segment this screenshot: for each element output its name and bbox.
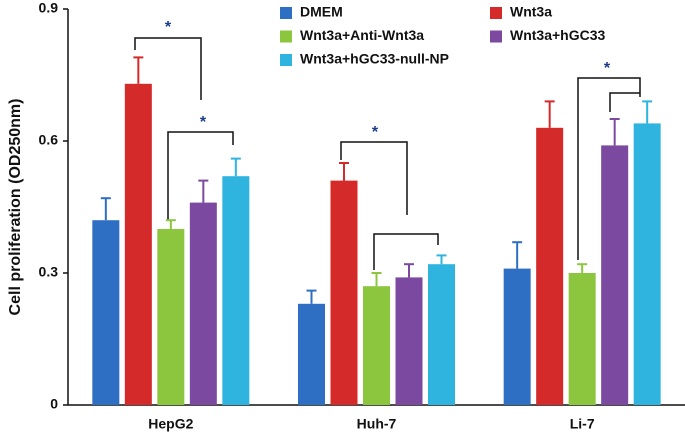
significance-star: *	[200, 114, 207, 131]
error-bar	[512, 241, 523, 269]
legend-label: Wnt3a+hGC33	[510, 27, 606, 43]
error-bar	[100, 197, 111, 221]
error-bar	[642, 100, 653, 124]
x-tick-label: Huh-7	[357, 416, 397, 432]
bar	[92, 220, 120, 405]
legend-swatch	[280, 30, 292, 43]
x-tick-label: HepG2	[148, 416, 193, 432]
legend-swatch	[280, 54, 292, 66]
significance-bracket	[577, 77, 641, 260]
bar	[428, 264, 455, 405]
significance-star: *	[604, 60, 611, 77]
bar	[124, 83, 152, 406]
significance-bracket	[373, 233, 439, 270]
bar	[330, 180, 358, 405]
significance-bracket	[167, 131, 234, 220]
bar	[189, 202, 217, 405]
error-bar	[165, 219, 176, 229]
error-bar	[577, 263, 588, 273]
significance-bracket	[609, 92, 640, 112]
error-bar	[371, 272, 382, 287]
error-bar	[404, 263, 414, 278]
error-bar	[306, 289, 317, 304]
error-bar	[609, 118, 620, 146]
legend-swatch	[280, 7, 292, 19]
bar	[601, 145, 629, 405]
legend-label: DMEM	[300, 4, 343, 20]
error-bar	[230, 157, 241, 177]
legend-label: Wnt3a+hGC33-null-NP	[300, 51, 449, 67]
y-tick-label: 0.6	[39, 132, 59, 148]
bar	[298, 303, 325, 405]
bar	[503, 268, 531, 405]
significance-star: *	[165, 19, 172, 36]
error-bar	[133, 56, 144, 84]
bar	[568, 273, 596, 405]
legend-swatch	[490, 7, 502, 19]
bar	[157, 229, 185, 405]
y-tick-label: 0.3	[39, 264, 59, 280]
legend-label: Wnt3a	[510, 4, 552, 20]
x-tick-label: Li-7	[570, 416, 595, 432]
bar	[222, 176, 250, 405]
error-bar	[436, 254, 447, 265]
bar	[395, 277, 423, 405]
y-tick-label: 0.9	[39, 0, 59, 16]
y-tick-label: 0	[50, 396, 58, 412]
bar	[633, 123, 661, 406]
bar	[536, 127, 564, 406]
significance-star: *	[372, 124, 379, 141]
legend-label: Wnt3a+Anti-Wnt3a	[300, 27, 424, 43]
error-bar	[198, 179, 209, 203]
significance-bracket	[134, 37, 202, 100]
error-bar	[339, 162, 349, 181]
y-axis-label: Cell proliferation (OD250nm)	[7, 99, 24, 316]
error-bar	[544, 100, 555, 128]
bar	[363, 286, 390, 405]
significance-bracket	[340, 141, 408, 215]
legend-swatch	[490, 30, 502, 43]
